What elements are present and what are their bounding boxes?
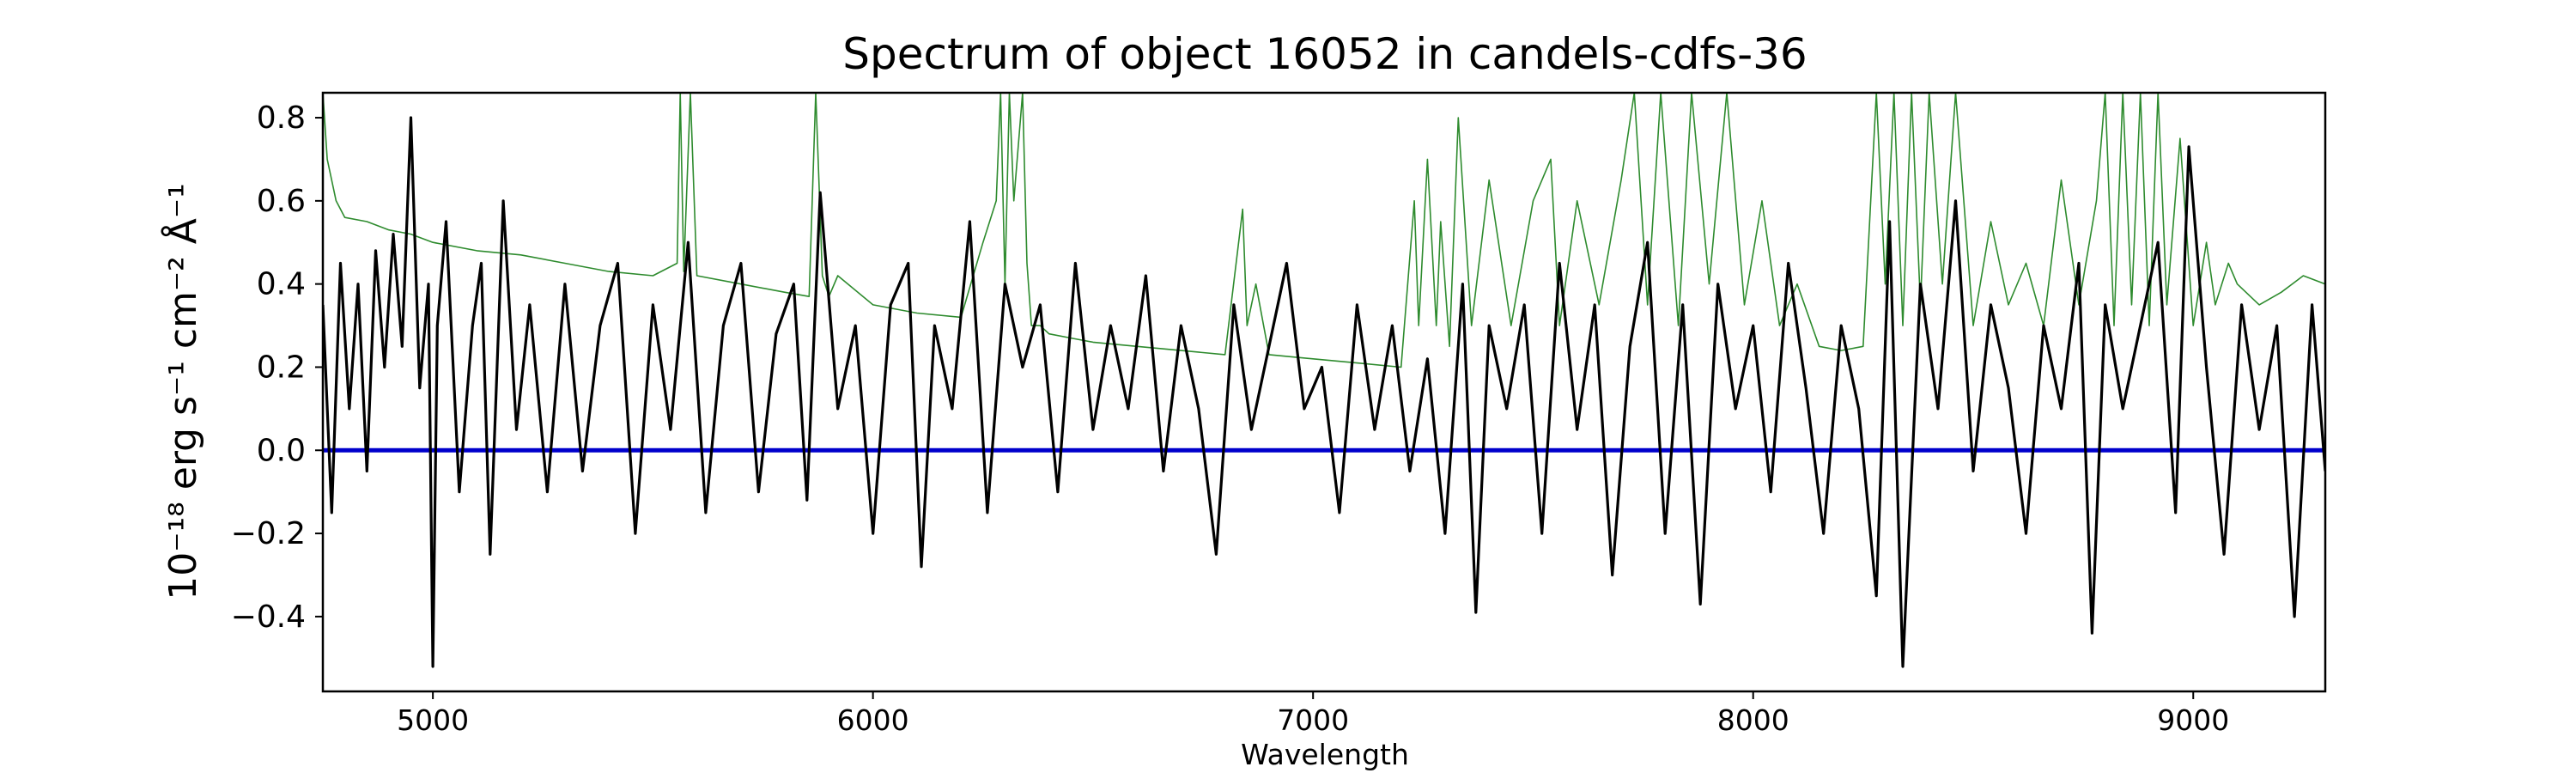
x-tick-label: 5000	[397, 703, 469, 737]
y-tick-label: 0.8	[257, 100, 306, 136]
x-axis-label: Wavelength	[1241, 738, 1409, 771]
y-tick-label: 0.2	[257, 350, 306, 385]
y-axis: −0.4 −0.2 0.0 0.2 0.4 0.6 0.8	[231, 100, 323, 635]
x-tick-label: 6000	[837, 703, 909, 737]
x-axis: 5000 6000 7000 8000 9000	[397, 691, 2229, 737]
plot-frame	[321, 91, 2327, 693]
series-layer	[323, 93, 2325, 668]
y-tick-label: 0.6	[257, 184, 306, 219]
x-tick-label: 7000	[1277, 703, 1349, 737]
error-spectrum-line	[323, 93, 2325, 368]
chart-title: Spectrum of object 16052 in candels-cdfs…	[842, 29, 1807, 79]
y-tick-label: −0.2	[231, 516, 306, 551]
y-axis-label: 10⁻¹⁸ erg s⁻¹ cm⁻² Å⁻¹	[160, 183, 205, 600]
y-tick-label: 0.0	[257, 433, 306, 468]
x-tick-label: 8000	[1717, 703, 1789, 737]
y-tick-label: 0.4	[257, 267, 306, 302]
flux-spectrum-line	[323, 116, 2325, 668]
y-tick-label: −0.4	[231, 600, 306, 635]
x-tick-label: 9000	[2157, 703, 2229, 737]
